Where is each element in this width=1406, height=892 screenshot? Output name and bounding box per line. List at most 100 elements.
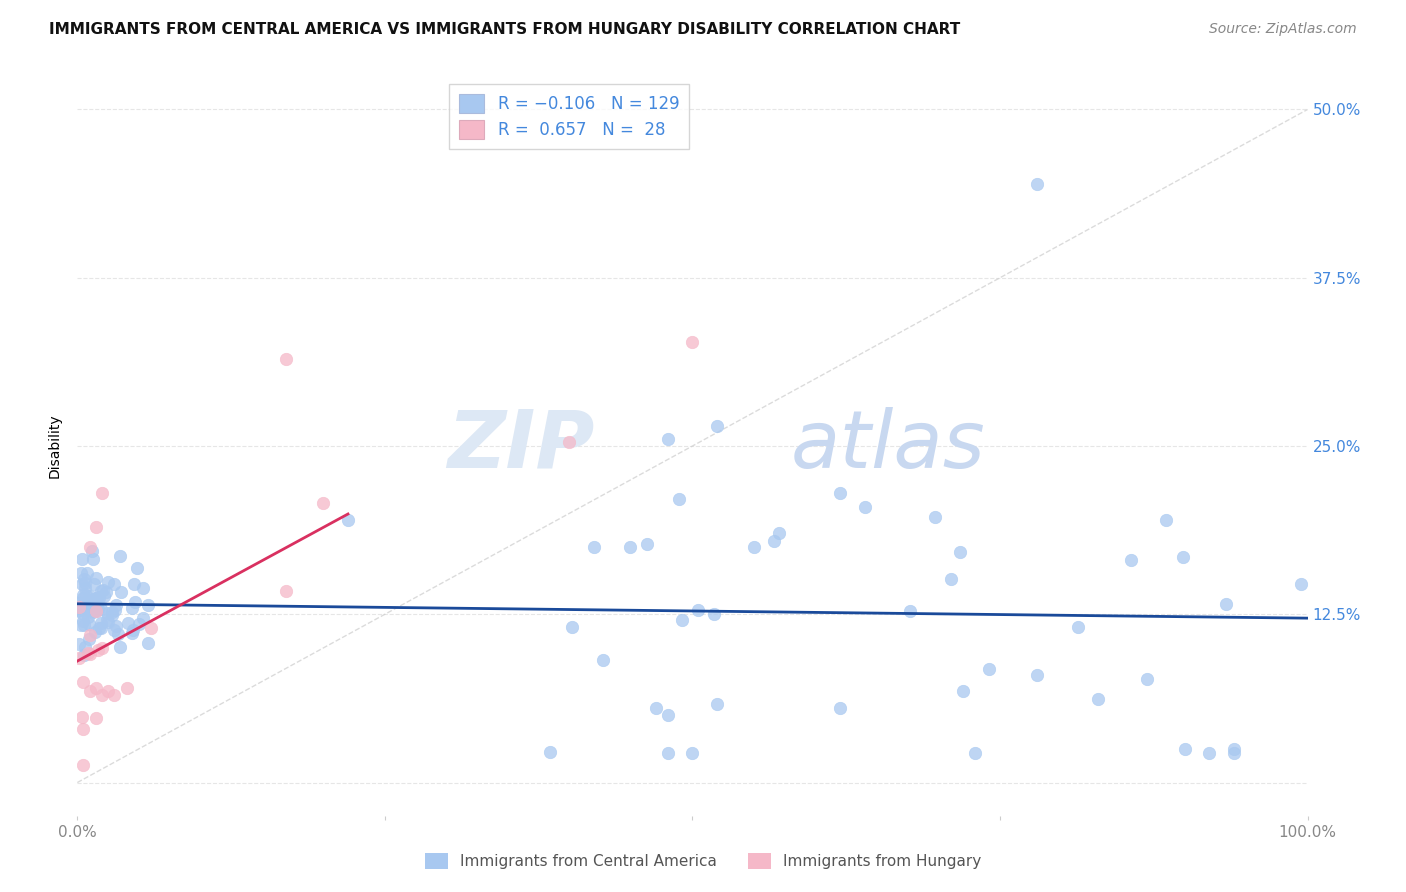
Point [682, 335, 704, 350]
Point [75, 575, 97, 590]
Point [79, 628, 101, 642]
Point [84, 571, 107, 585]
Point [87, 643, 110, 657]
Point [87, 591, 110, 605]
Point [97, 615, 120, 630]
Point [90, 583, 112, 598]
Point [977, 662, 1000, 676]
Text: Source: ZipAtlas.com: Source: ZipAtlas.com [1209, 22, 1357, 37]
Point [830, 486, 852, 500]
Point [73, 581, 96, 595]
Point [853, 500, 876, 514]
Point [73, 648, 96, 663]
Point [84, 681, 107, 696]
Text: IMMIGRANTS FROM CENTRAL AMERICA VS IMMIGRANTS FROM HUNGARY DISABILITY CORRELATIO: IMMIGRANTS FROM CENTRAL AMERICA VS IMMIG… [49, 22, 960, 37]
Point [73, 597, 96, 611]
Point [67, 600, 90, 615]
Point [72, 588, 94, 602]
Point [84, 604, 107, 618]
Point [117, 616, 139, 631]
Point [671, 613, 693, 627]
Point [90, 602, 112, 616]
Point [115, 681, 138, 696]
Point [1215, 597, 1237, 611]
Point [657, 708, 679, 723]
Point [91, 582, 114, 597]
Point [276, 583, 298, 598]
Point [1026, 177, 1049, 191]
Point [83, 577, 105, 591]
Point [127, 561, 149, 575]
Point [1223, 746, 1246, 760]
Point [101, 608, 124, 623]
Point [103, 688, 125, 702]
Point [1171, 550, 1194, 565]
Point [96, 613, 118, 627]
Point [97, 574, 120, 589]
Point [132, 610, 155, 624]
Point [72, 614, 94, 628]
Point [75, 600, 97, 615]
Point [619, 540, 641, 554]
Point [128, 617, 150, 632]
Point [952, 684, 974, 698]
Point [73, 572, 96, 586]
Point [540, 745, 562, 759]
Point [1135, 672, 1157, 686]
Point [84, 604, 107, 618]
Point [87, 602, 110, 616]
Point [1121, 552, 1143, 566]
Point [79, 617, 101, 632]
Point [75, 594, 97, 608]
Point [73, 597, 96, 611]
Point [90, 621, 112, 635]
Point [965, 746, 987, 760]
Point [636, 536, 658, 550]
Point [1174, 742, 1197, 756]
Point [97, 684, 120, 698]
Point [1289, 577, 1312, 591]
Point [583, 540, 606, 554]
Point [1223, 742, 1246, 756]
Y-axis label: Disability: Disability [48, 414, 62, 478]
Point [124, 595, 146, 609]
Point [706, 418, 728, 433]
Point [77, 632, 100, 646]
Point [82, 604, 104, 618]
Point [1067, 620, 1090, 634]
Point [82, 606, 104, 620]
Point [644, 701, 666, 715]
Point [84, 711, 107, 725]
Point [668, 491, 690, 506]
Point [75, 588, 97, 602]
Point [69, 618, 91, 632]
Point [72, 757, 94, 772]
Point [949, 545, 972, 559]
Point [79, 647, 101, 661]
Point [103, 624, 125, 638]
Point [276, 351, 298, 366]
Point [84, 592, 107, 607]
Point [79, 684, 101, 698]
Point [100, 605, 122, 619]
Point [1087, 692, 1109, 706]
Point [80, 544, 103, 558]
Point [657, 432, 679, 446]
Point [762, 534, 785, 549]
Point [72, 591, 94, 605]
Point [1198, 746, 1220, 760]
Point [103, 577, 125, 591]
Point [70, 710, 93, 724]
Point [107, 627, 129, 641]
Point [72, 552, 94, 566]
Point [70, 566, 93, 580]
Point [686, 603, 709, 617]
Point [79, 604, 101, 618]
Point [682, 746, 704, 760]
Point [657, 746, 679, 760]
Point [924, 510, 946, 524]
Point [108, 549, 131, 563]
Point [67, 637, 90, 651]
Point [1026, 668, 1049, 682]
Point [592, 652, 614, 666]
